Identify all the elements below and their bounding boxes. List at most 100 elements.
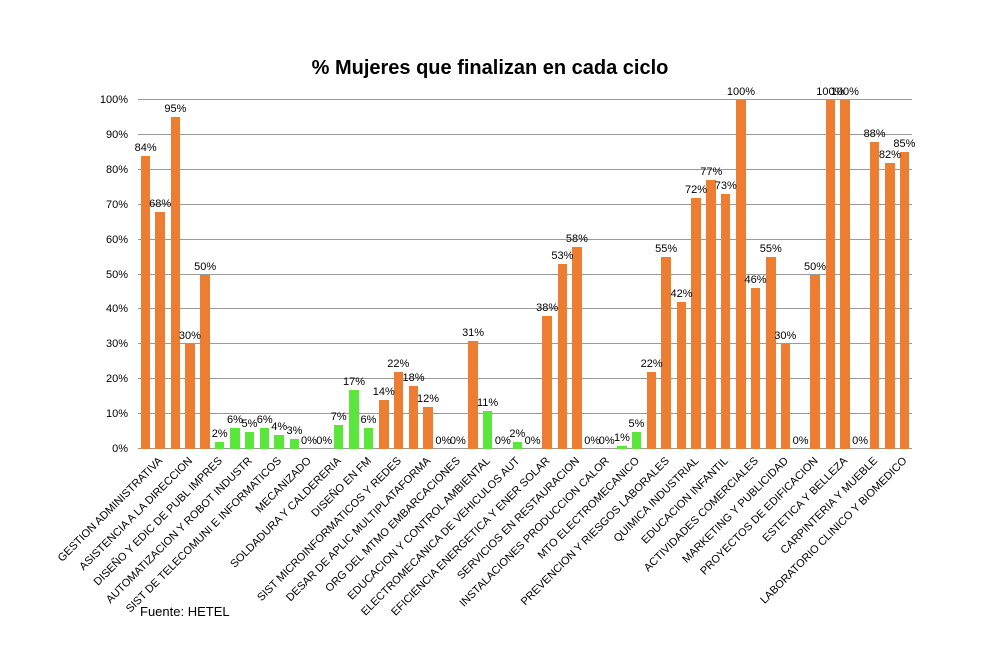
bar	[200, 274, 210, 449]
bar-value-label: 14%	[372, 386, 395, 399]
bar-value-label: 0%	[524, 435, 541, 447]
category-group: 53% 58%	[551, 100, 588, 449]
x-axis-category-label: DISEÑO Y EDIC DE PUBL IMPRES	[91, 455, 225, 589]
bar-value-label: 55%	[759, 243, 782, 256]
bar	[631, 431, 642, 449]
bar	[333, 424, 344, 449]
category-group: 1% 5%	[614, 100, 644, 449]
bar	[899, 152, 910, 449]
bar	[661, 257, 671, 449]
gridline	[138, 448, 912, 449]
bar-value-label: 85%	[893, 138, 916, 151]
bar-value-label: 4%	[271, 421, 288, 434]
bar-value-label: 30%	[774, 330, 797, 343]
bar-value-label: 0%	[435, 435, 452, 447]
gridline	[138, 238, 912, 240]
category-group: 82% 85%	[878, 100, 916, 449]
category-group: 95% 30%	[164, 100, 201, 449]
category-group: 6% 5%	[227, 100, 257, 449]
y-axis-tick-label: 90%	[105, 128, 128, 141]
category-group: 0% 38%	[524, 100, 559, 449]
bar	[646, 372, 657, 449]
gridline	[138, 378, 912, 380]
bar	[557, 264, 568, 449]
category-group: 0% 50%	[793, 100, 826, 449]
bar-value-label: 7%	[330, 410, 347, 423]
bar-value-label: 58%	[565, 232, 588, 245]
bar	[766, 257, 776, 449]
bar	[706, 180, 716, 449]
bar	[259, 428, 270, 449]
bar-value-label: 68%	[149, 197, 172, 210]
bar	[170, 117, 181, 449]
bar	[214, 442, 225, 449]
bar-value-label: 5%	[628, 417, 645, 430]
bar	[349, 389, 359, 449]
category-group: 18% 12%	[403, 100, 440, 449]
bar-value-label: 100%	[816, 86, 845, 98]
bar	[676, 302, 687, 449]
category-group: 100% 100%	[816, 86, 859, 449]
gridline	[138, 273, 912, 275]
bar-value-label: 12%	[417, 393, 440, 406]
category-group: 0% 0%	[435, 100, 465, 449]
bar-value-label: 2%	[509, 428, 526, 441]
category-group: 14% 22%	[372, 100, 409, 449]
plot-area: 84% 68% 95% 30% 50% 2% 6% 5% 6% 4% 3% 0% 0% 7% 17% 6% 14…	[135, 86, 916, 449]
category-group: 50% 2%	[194, 100, 228, 449]
gridline	[138, 168, 912, 170]
category-group: 55% 30%	[759, 100, 797, 449]
bar	[617, 445, 627, 449]
bar-value-label: 72%	[684, 183, 707, 196]
category-group: 0% 0%	[584, 100, 614, 449]
bar-value-label: 100%	[726, 86, 756, 98]
chart-title: % Mujeres que finalizan en cada ciclo	[311, 57, 669, 79]
bar	[825, 100, 836, 449]
bar	[423, 407, 433, 449]
bar-value-label: 0%	[852, 435, 869, 447]
bar-value-label: 77%	[700, 166, 723, 179]
bar-value-label: 6%	[226, 414, 243, 427]
bar	[185, 344, 195, 449]
bar	[468, 340, 478, 449]
gridline	[138, 99, 912, 100]
bar-value-label: 50%	[194, 260, 217, 273]
y-axis-tick-label: 20%	[105, 373, 128, 386]
bar-value-label: 5%	[241, 417, 258, 430]
bar	[512, 442, 523, 449]
y-axis-tick-label: 40%	[105, 303, 128, 316]
bar	[840, 100, 850, 449]
bar	[379, 400, 389, 449]
bar-value-label: 11%	[476, 396, 499, 409]
category-group: 0% 2%	[495, 100, 525, 449]
bar	[482, 410, 493, 449]
bar	[750, 288, 761, 449]
y-axis-tick-label: 0%	[112, 443, 128, 455]
gridline	[138, 343, 912, 345]
bar-value-label: 17%	[342, 375, 366, 388]
bar	[363, 428, 374, 449]
bar-value-label: 6%	[256, 414, 273, 427]
bar	[393, 372, 404, 449]
category-group: 42% 72%	[670, 100, 707, 449]
gridline	[138, 203, 912, 205]
bar	[244, 431, 255, 449]
bar-value-label: 0%	[584, 435, 601, 447]
category-group: 0% 88%	[852, 100, 886, 449]
bar-value-label: 1%	[613, 431, 630, 444]
bar-value-label: 0%	[316, 435, 333, 447]
bar	[155, 211, 165, 449]
bar-value-label: 53%	[551, 250, 574, 263]
category-group: 0% 7%	[316, 100, 347, 449]
bar-value-label: 46%	[744, 274, 767, 287]
bar-value-label: 38%	[536, 302, 559, 315]
bar	[230, 428, 240, 449]
bar	[720, 194, 731, 449]
category-group: 3% 0%	[287, 100, 317, 449]
bar-value-label: 82%	[878, 148, 901, 161]
bar-value-label: 0%	[494, 435, 511, 447]
bar-value-label: 3%	[286, 424, 303, 437]
y-axis-tick-label: 100%	[99, 94, 128, 106]
bar-value-label: 73%	[714, 180, 737, 193]
